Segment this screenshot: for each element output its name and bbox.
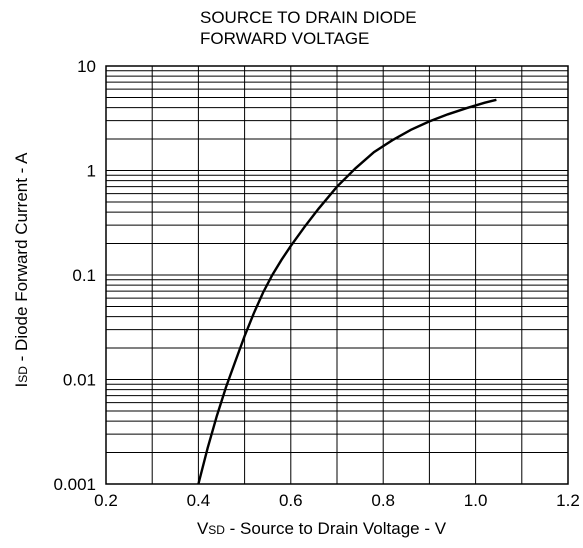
series-line — [197, 98, 497, 485]
tick-labels: 0.2 0.4 0.6 0.8 1.0 1.2 0.001 0.01 0.1 1 10 — [53, 57, 579, 510]
x-tick-label: 0.2 — [94, 491, 118, 510]
x-tick-label: 0.6 — [279, 491, 303, 510]
y-tick-label: 1 — [87, 162, 96, 181]
chart-title-line-2: FORWARD VOLTAGE — [200, 29, 370, 48]
y-tick-label: 0.1 — [72, 266, 96, 285]
y-tick-label: 10 — [77, 57, 96, 76]
y-tick-label: 0.01 — [63, 371, 96, 390]
x-tick-label: 1.0 — [464, 491, 488, 510]
y-tick-label: 0.001 — [53, 475, 96, 494]
chart-title-line-1: SOURCE TO DRAIN DIODE — [200, 8, 417, 27]
x-axis-label: VSD - Source to Drain Voltage - V — [196, 519, 447, 538]
x-tick-label: 1.2 — [556, 491, 580, 510]
plot-frame — [105, 65, 569, 485]
x-tick-label: 0.4 — [187, 491, 211, 510]
grid — [106, 66, 568, 484]
x-tick-label: 0.8 — [371, 491, 395, 510]
y-axis-label: ISD - Diode Forward Current - A — [12, 152, 31, 388]
